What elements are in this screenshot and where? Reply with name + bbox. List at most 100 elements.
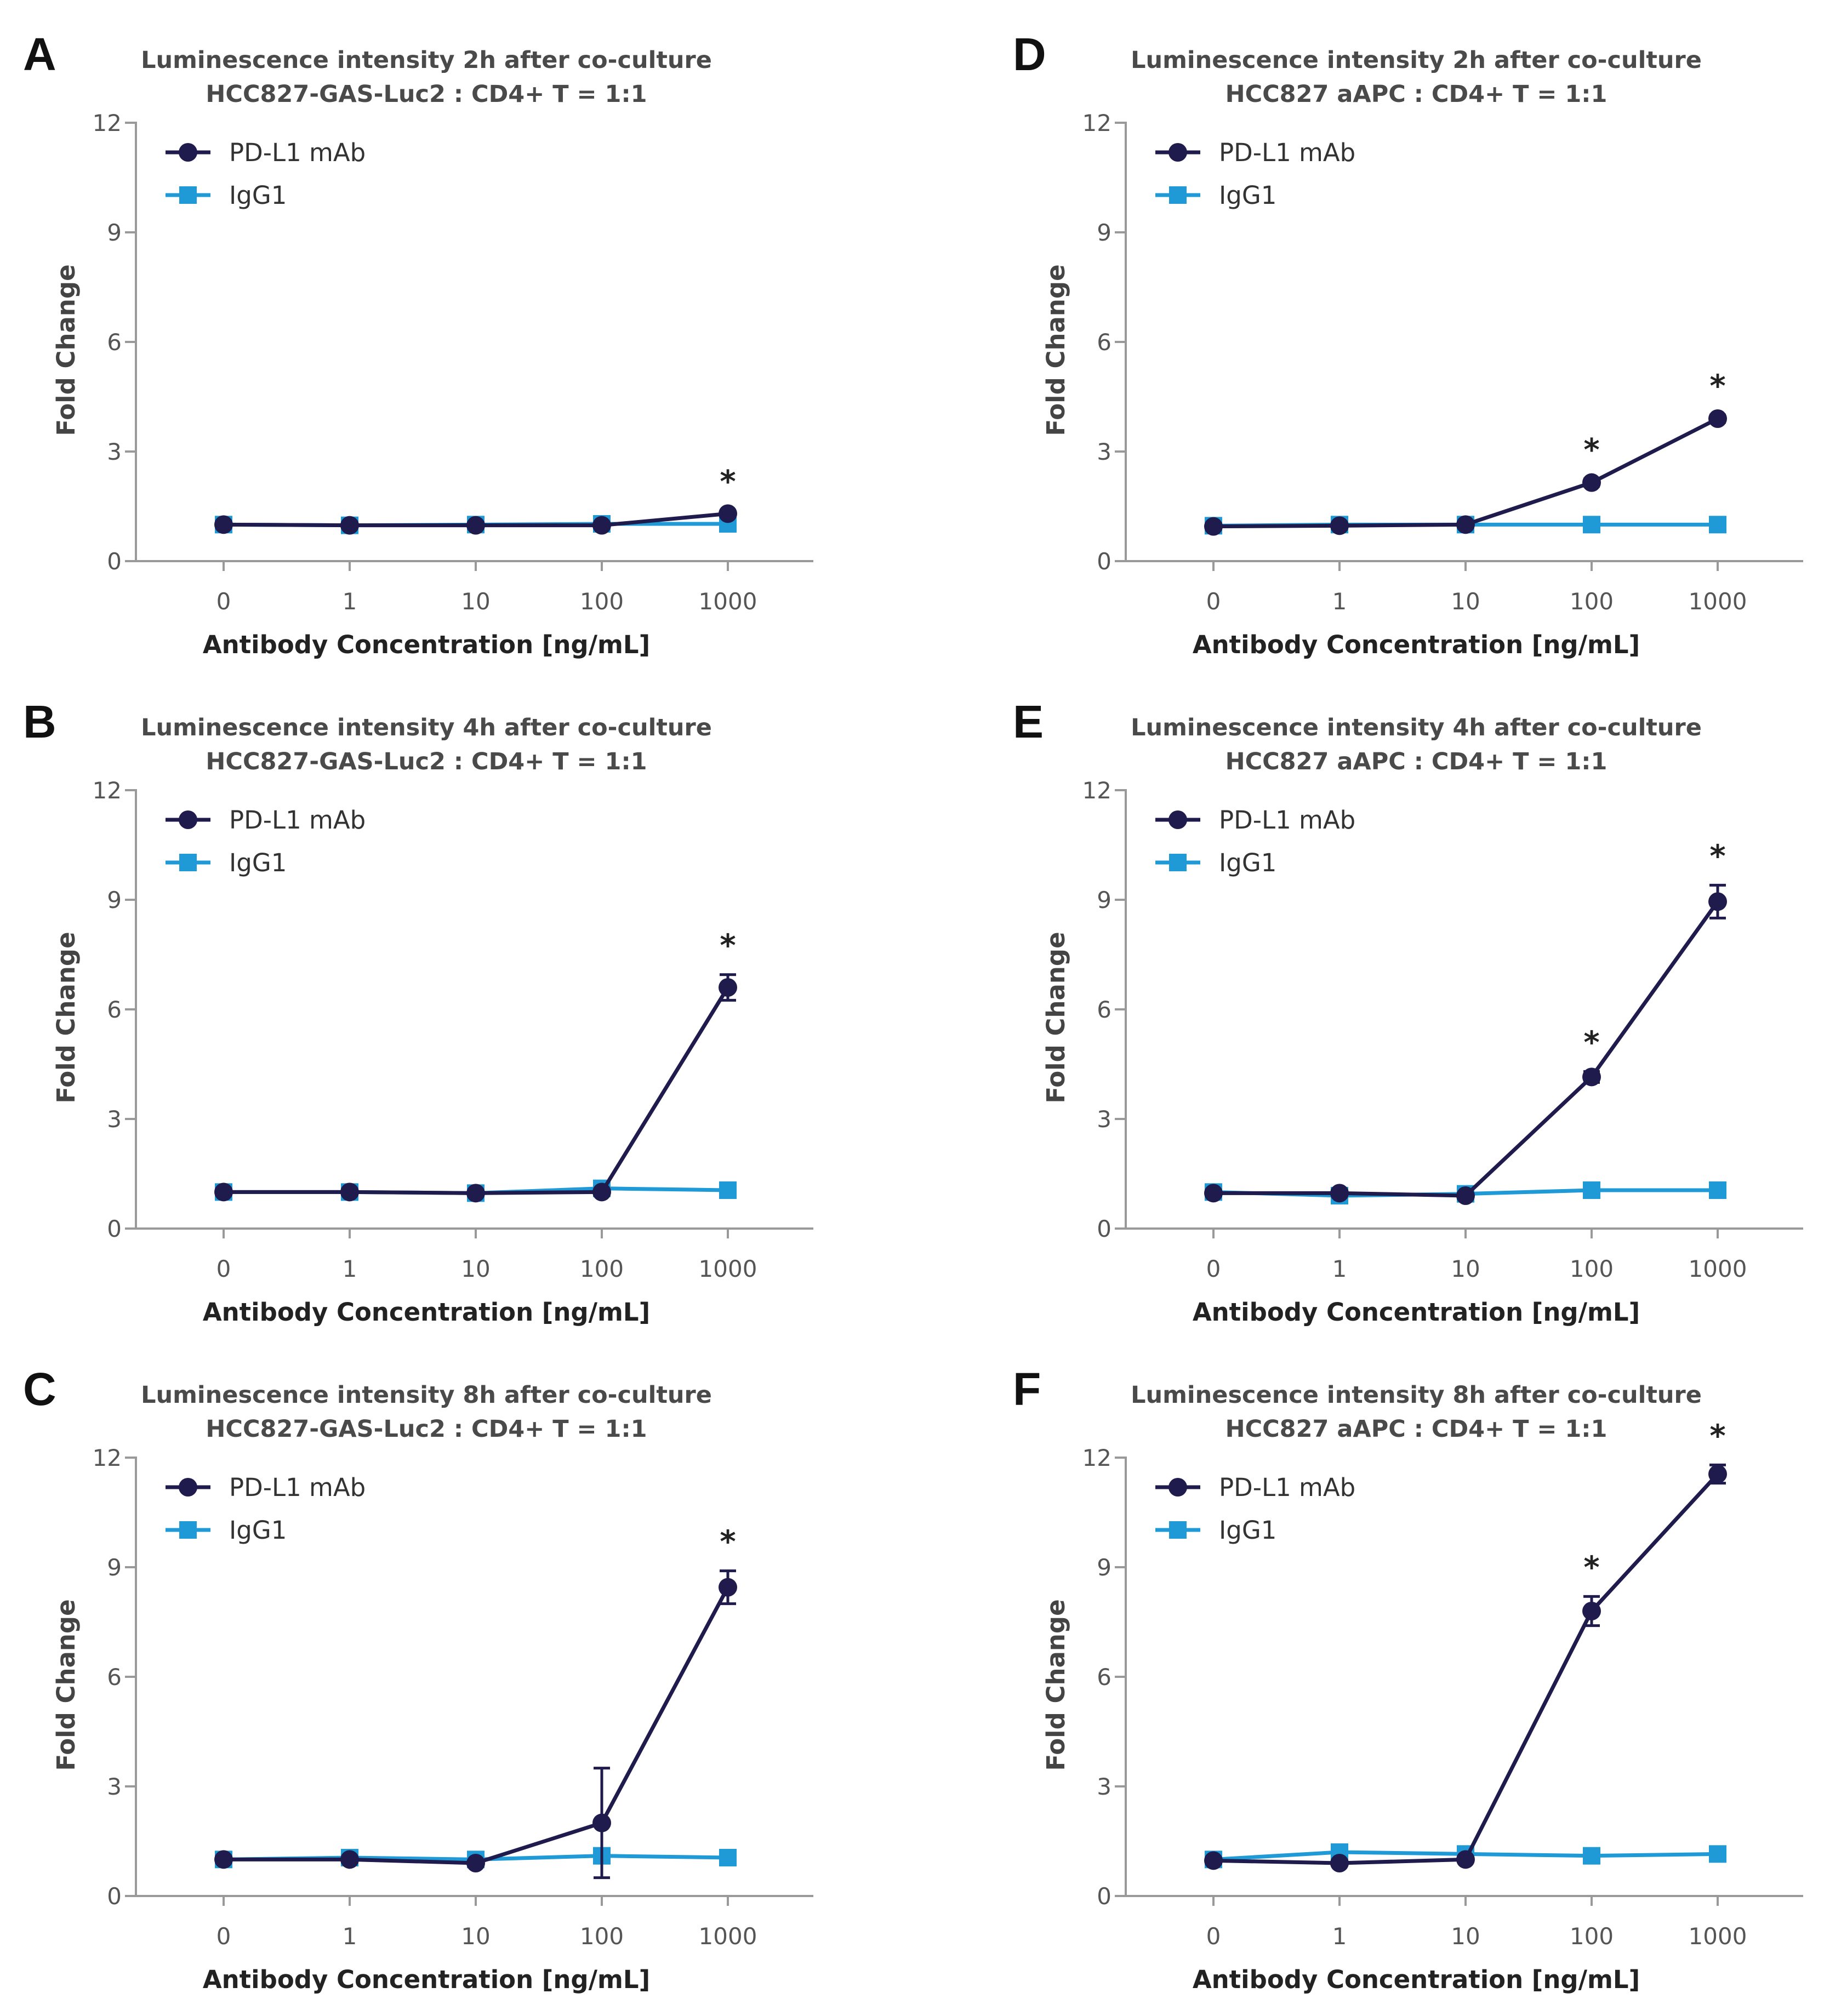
data-point <box>1330 516 1349 535</box>
legend-marker <box>179 143 197 162</box>
chart-subtitle: HCC827-GAS-Luc2 : CD4+ T = 1:1 <box>206 1415 647 1443</box>
chart-title: Luminescence intensity 8h after co-cultu… <box>1131 1381 1702 1409</box>
x-tick-label: 10 <box>1451 588 1480 615</box>
x-tick-label: 1 <box>343 1255 357 1282</box>
x-axis-title: Antibody Concentration [ng/mL] <box>1193 1298 1640 1327</box>
series-line <box>224 1586 730 1865</box>
data-point <box>592 1813 611 1832</box>
data-point <box>1456 515 1475 534</box>
panel-letter: F <box>1013 1363 1041 1415</box>
y-tick-label: 6 <box>107 996 122 1023</box>
chart-title: Luminescence intensity 4h after co-cultu… <box>141 714 712 741</box>
y-tick-label: 9 <box>107 887 122 913</box>
y-tick-label: 9 <box>1097 1554 1112 1581</box>
significance-star: * <box>1709 368 1725 404</box>
legend: PD-L1 mAb IgG1 <box>1155 806 1355 877</box>
y-tick-label: 6 <box>107 1664 122 1691</box>
y-tick-label: 0 <box>107 1883 122 1910</box>
chart-title: Luminescence intensity 4h after co-cultu… <box>1131 714 1702 741</box>
legend-label: IgG1 <box>1219 848 1276 877</box>
data-point <box>719 1578 737 1597</box>
x-tick-label: 1000 <box>699 588 757 615</box>
x-tick-label: 100 <box>1570 588 1614 615</box>
panel-letter: C <box>23 1363 56 1415</box>
x-axis-title: Antibody Concentration [ng/mL] <box>203 1965 650 1994</box>
y-tick-label: 0 <box>1097 548 1112 575</box>
legend-label: PD-L1 mAb <box>229 806 366 835</box>
chart-panel-f: F Luminescence intensity 8h after co-cult… <box>1013 1363 1803 1994</box>
chart-subtitle: HCC827 aAPC : CD4+ T = 1:1 <box>1226 1415 1608 1443</box>
data-point <box>466 1854 485 1872</box>
legend: PD-L1 mAb IgG1 <box>1155 138 1355 210</box>
data-point <box>1583 516 1600 534</box>
x-tick-label: 10 <box>461 1255 490 1282</box>
data-point <box>1709 1845 1726 1863</box>
x-axis-title: Antibody Concentration [ng/mL] <box>203 1298 650 1327</box>
y-tick-label: 3 <box>107 1773 122 1800</box>
data-point <box>719 1849 737 1866</box>
legend-marker <box>1169 1521 1187 1539</box>
y-axis-title: Fold Change <box>1041 264 1070 436</box>
series-line <box>224 986 729 1195</box>
data-point <box>1708 1465 1727 1483</box>
y-tick-label: 12 <box>1082 110 1112 136</box>
data-point <box>1708 409 1727 428</box>
data-point <box>1456 1850 1475 1869</box>
y-tick-label: 3 <box>1097 1773 1112 1800</box>
x-tick-label: 100 <box>580 1923 624 1950</box>
y-axis-title: Fold Change <box>52 932 81 1103</box>
y-axis-title: Fold Change <box>52 1599 81 1771</box>
legend: PD-L1 mAb IgG1 <box>166 1473 366 1545</box>
legend-marker <box>179 1478 197 1497</box>
legend-marker <box>1168 143 1187 162</box>
data-point <box>340 1183 359 1202</box>
data-point <box>1204 1851 1223 1870</box>
y-tick-label: 12 <box>1082 777 1112 804</box>
y-tick-label: 9 <box>1097 887 1112 913</box>
series-line <box>1213 1472 1719 1865</box>
data-point <box>466 516 485 535</box>
y-axis-title: Fold Change <box>1041 1599 1070 1771</box>
data-point <box>1583 1181 1600 1199</box>
legend-marker <box>1169 186 1187 204</box>
data-point <box>214 1183 233 1202</box>
x-tick-label: 1000 <box>699 1923 757 1950</box>
data-point <box>1456 1186 1475 1205</box>
series-pd-l1-mab: ** <box>1204 838 1727 1205</box>
panel-letter: A <box>23 28 56 80</box>
significance-star: * <box>1709 838 1725 874</box>
x-tick-label: 1 <box>1332 588 1347 615</box>
y-tick-label: 3 <box>1097 438 1112 465</box>
x-axis-title: Antibody Concentration [ng/mL] <box>203 630 650 659</box>
data-point <box>719 978 737 997</box>
series-pd-l1-mab: ** <box>1204 1418 1727 1872</box>
x-tick-label: 0 <box>216 588 231 615</box>
y-tick-label: 6 <box>1097 329 1112 356</box>
chart-subtitle: HCC827-GAS-Luc2 : CD4+ T = 1:1 <box>206 748 647 775</box>
data-point <box>1582 473 1601 492</box>
series-pd-l1-mab: ** <box>1204 368 1727 536</box>
series-pd-l1-mab: * <box>214 928 737 1203</box>
data-point <box>719 504 737 523</box>
data-point <box>340 516 359 535</box>
x-tick-label: 0 <box>1206 588 1221 615</box>
chart-panel-b: B Luminescence intensity 4h after co-cult… <box>23 696 813 1327</box>
series-pd-l1-mab: * <box>214 1524 737 1880</box>
y-axis-title: Fold Change <box>52 264 81 436</box>
chart-subtitle: HCC827 aAPC : CD4+ T = 1:1 <box>1226 748 1608 775</box>
data-point <box>214 1850 233 1869</box>
panel-letter: B <box>23 696 56 747</box>
y-tick-label: 3 <box>107 1106 122 1133</box>
significance-star: * <box>720 464 736 500</box>
y-tick-label: 0 <box>1097 1883 1112 1910</box>
data-point <box>340 1850 359 1869</box>
panel-letter: E <box>1013 696 1044 747</box>
data-point <box>1204 1184 1223 1203</box>
legend-label: IgG1 <box>229 1516 287 1545</box>
y-tick-label: 3 <box>1097 1106 1112 1133</box>
x-tick-label: 100 <box>1570 1923 1614 1950</box>
x-tick-label: 0 <box>1206 1255 1221 1282</box>
legend-label: IgG1 <box>1219 1516 1276 1545</box>
legend-marker <box>179 810 197 829</box>
